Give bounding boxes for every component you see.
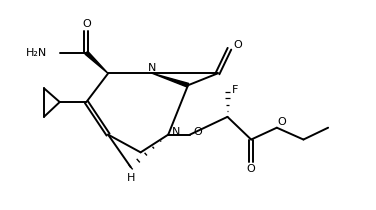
- Text: O: O: [82, 19, 91, 29]
- Text: O: O: [277, 117, 286, 127]
- Polygon shape: [153, 74, 189, 87]
- Text: H₂N: H₂N: [26, 48, 47, 58]
- Text: H: H: [127, 173, 135, 183]
- Text: F: F: [231, 85, 238, 95]
- Text: O: O: [233, 40, 242, 50]
- Text: O: O: [247, 164, 256, 174]
- Text: O: O: [193, 127, 202, 137]
- Text: N: N: [172, 127, 180, 137]
- Polygon shape: [85, 51, 108, 74]
- Text: N: N: [148, 63, 157, 73]
